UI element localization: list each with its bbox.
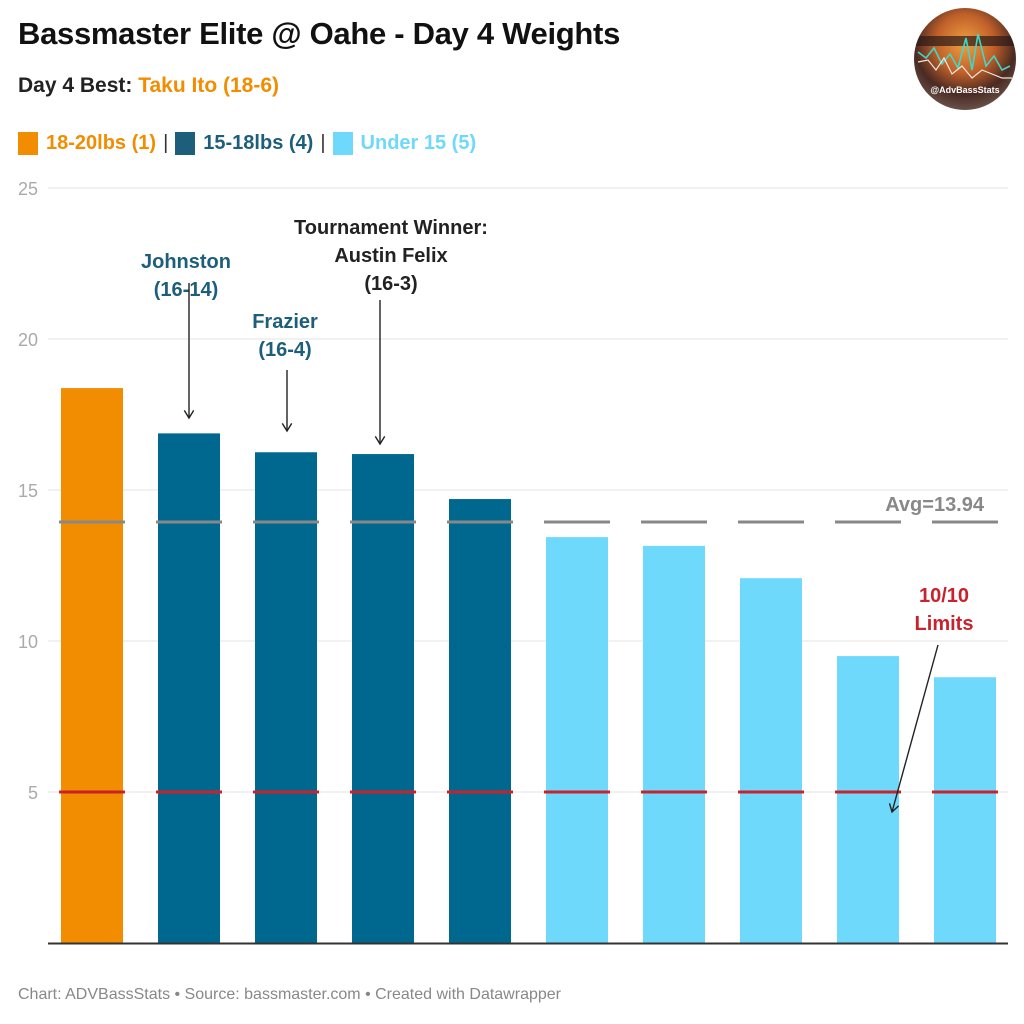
annotation-arrowhead (183, 409, 195, 420)
annotation-arrowhead (281, 422, 293, 433)
line-chart-sunset-logo-icon (914, 33, 1016, 79)
bar (61, 388, 123, 943)
bar (740, 578, 802, 943)
legend-swatch-orange (18, 132, 38, 155)
legend-label: 15-18lbs (4) (203, 132, 314, 154)
legend-separator: | (320, 132, 326, 154)
annotation-arrowhead (374, 435, 386, 446)
y-tick-label: 15 (18, 481, 38, 501)
chart-subtitle: Day 4 Best: Taku Ito (18-6) (18, 74, 279, 98)
y-tick-label: 10 (18, 632, 38, 652)
legend-item-under-15: Under 15 (5) (332, 132, 477, 155)
legend: 18-20lbs (1) | 15-18lbs (4) | Under 15 (… (18, 132, 476, 155)
legend-label: Under 15 (5) (360, 132, 477, 154)
y-tick-label: 20 (18, 330, 38, 350)
legend-swatch-light-blue (332, 132, 353, 155)
annotation-text: (16-3) (364, 273, 417, 295)
y-tick-label: 5 (28, 783, 38, 803)
bar (352, 454, 414, 943)
legend-separator: | (163, 132, 169, 154)
annotation-text: 10/10 (919, 585, 969, 607)
subtitle-prefix: Day 4 Best: (18, 74, 139, 97)
annotation-text: Tournament Winner: (294, 217, 488, 239)
annotation-text: (16-4) (258, 339, 311, 361)
y-tick-label: 25 (18, 179, 38, 199)
annotation-arrowhead (888, 803, 900, 814)
annotation-text: Frazier (252, 311, 318, 333)
subtitle-highlight: Taku Ito (18-6) (138, 74, 280, 97)
chart-title: Bassmaster Elite @ Oahe - Day 4 Weights (18, 16, 621, 51)
legend-item-18-20: 18-20lbs (1) (18, 132, 156, 155)
average-label: Avg=13.94 (885, 494, 985, 516)
legend-item-15-18: 15-18lbs (4) (175, 132, 313, 155)
bar (449, 499, 511, 943)
chart-footer: Chart: ADVBassStats • Source: bassmaster… (18, 986, 561, 1003)
logo-text: @AdvBassStats (930, 85, 1000, 95)
bar (546, 537, 608, 943)
annotation-text: (16-14) (154, 279, 218, 301)
annotation-text: Limits (915, 613, 974, 635)
bar (643, 545, 705, 943)
annotation-text: Austin Felix (334, 245, 447, 267)
bar (255, 452, 317, 943)
annotation-arrow-line (891, 644, 939, 813)
annotation-text: Johnston (141, 251, 231, 273)
legend-swatch-dark-blue (175, 132, 196, 155)
bar (934, 677, 996, 943)
legend-label: 18-20lbs (1) (46, 132, 157, 154)
bar (837, 656, 899, 943)
bar (158, 433, 220, 943)
brand-logo: @AdvBassStats (914, 8, 1016, 110)
